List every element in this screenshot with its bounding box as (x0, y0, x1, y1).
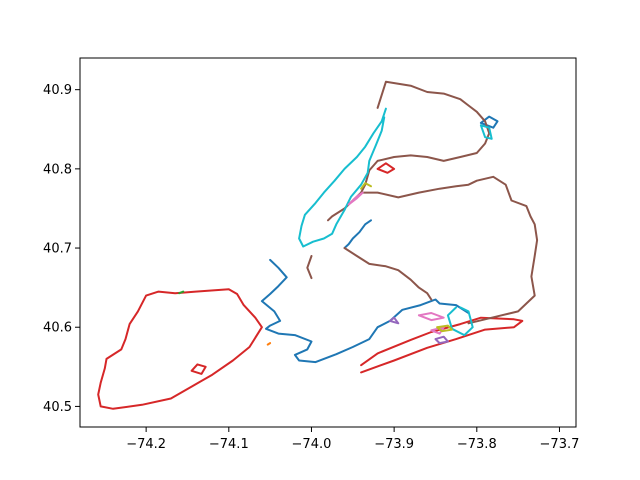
series-line-18 (389, 316, 400, 325)
series-line-17 (434, 335, 449, 345)
y-axis-ticks: 40.5 40.6 40.7 40.8 40.9 (43, 83, 80, 415)
series-line-3 (376, 162, 396, 174)
series-line-9 (343, 247, 433, 301)
series-line-15 (417, 312, 445, 322)
series-line-2 (360, 316, 524, 374)
series-line-0 (97, 288, 263, 410)
x-tick-label: −74.0 (292, 437, 332, 452)
series-line-5 (343, 219, 372, 249)
y-tick-label: 40.5 (43, 400, 72, 415)
series-line-11 (298, 107, 387, 248)
x-tick-label: −73.8 (457, 437, 497, 452)
series-line-20 (360, 182, 372, 190)
series-line-1 (190, 363, 207, 375)
series-line-21 (266, 342, 272, 346)
x-tick-label: −73.7 (540, 437, 580, 452)
series-line-22 (178, 290, 185, 295)
series-line-10 (306, 255, 313, 280)
series-line-7 (327, 80, 491, 222)
y-tick-label: 40.6 (43, 321, 72, 336)
series-line-19 (436, 324, 453, 333)
series-line-6 (479, 115, 499, 129)
y-tick-label: 40.7 (43, 242, 72, 257)
x-tick-label: −74.1 (209, 437, 249, 452)
y-tick-label: 40.9 (43, 83, 72, 98)
plot-area (97, 80, 539, 410)
series-line-12 (446, 306, 474, 337)
axes-frame (79, 57, 577, 428)
y-tick-label: 40.8 (43, 162, 72, 177)
series-line-14 (347, 191, 364, 206)
series-line-4 (260, 258, 470, 364)
series-line-8 (360, 175, 539, 325)
x-axis-ticks: −74.2 −74.1 −74.0 −73.9 −73.8 −73.7 (126, 427, 579, 452)
series-line-13 (479, 124, 493, 140)
x-tick-label: −74.2 (126, 437, 166, 452)
x-tick-label: −73.9 (374, 437, 414, 452)
